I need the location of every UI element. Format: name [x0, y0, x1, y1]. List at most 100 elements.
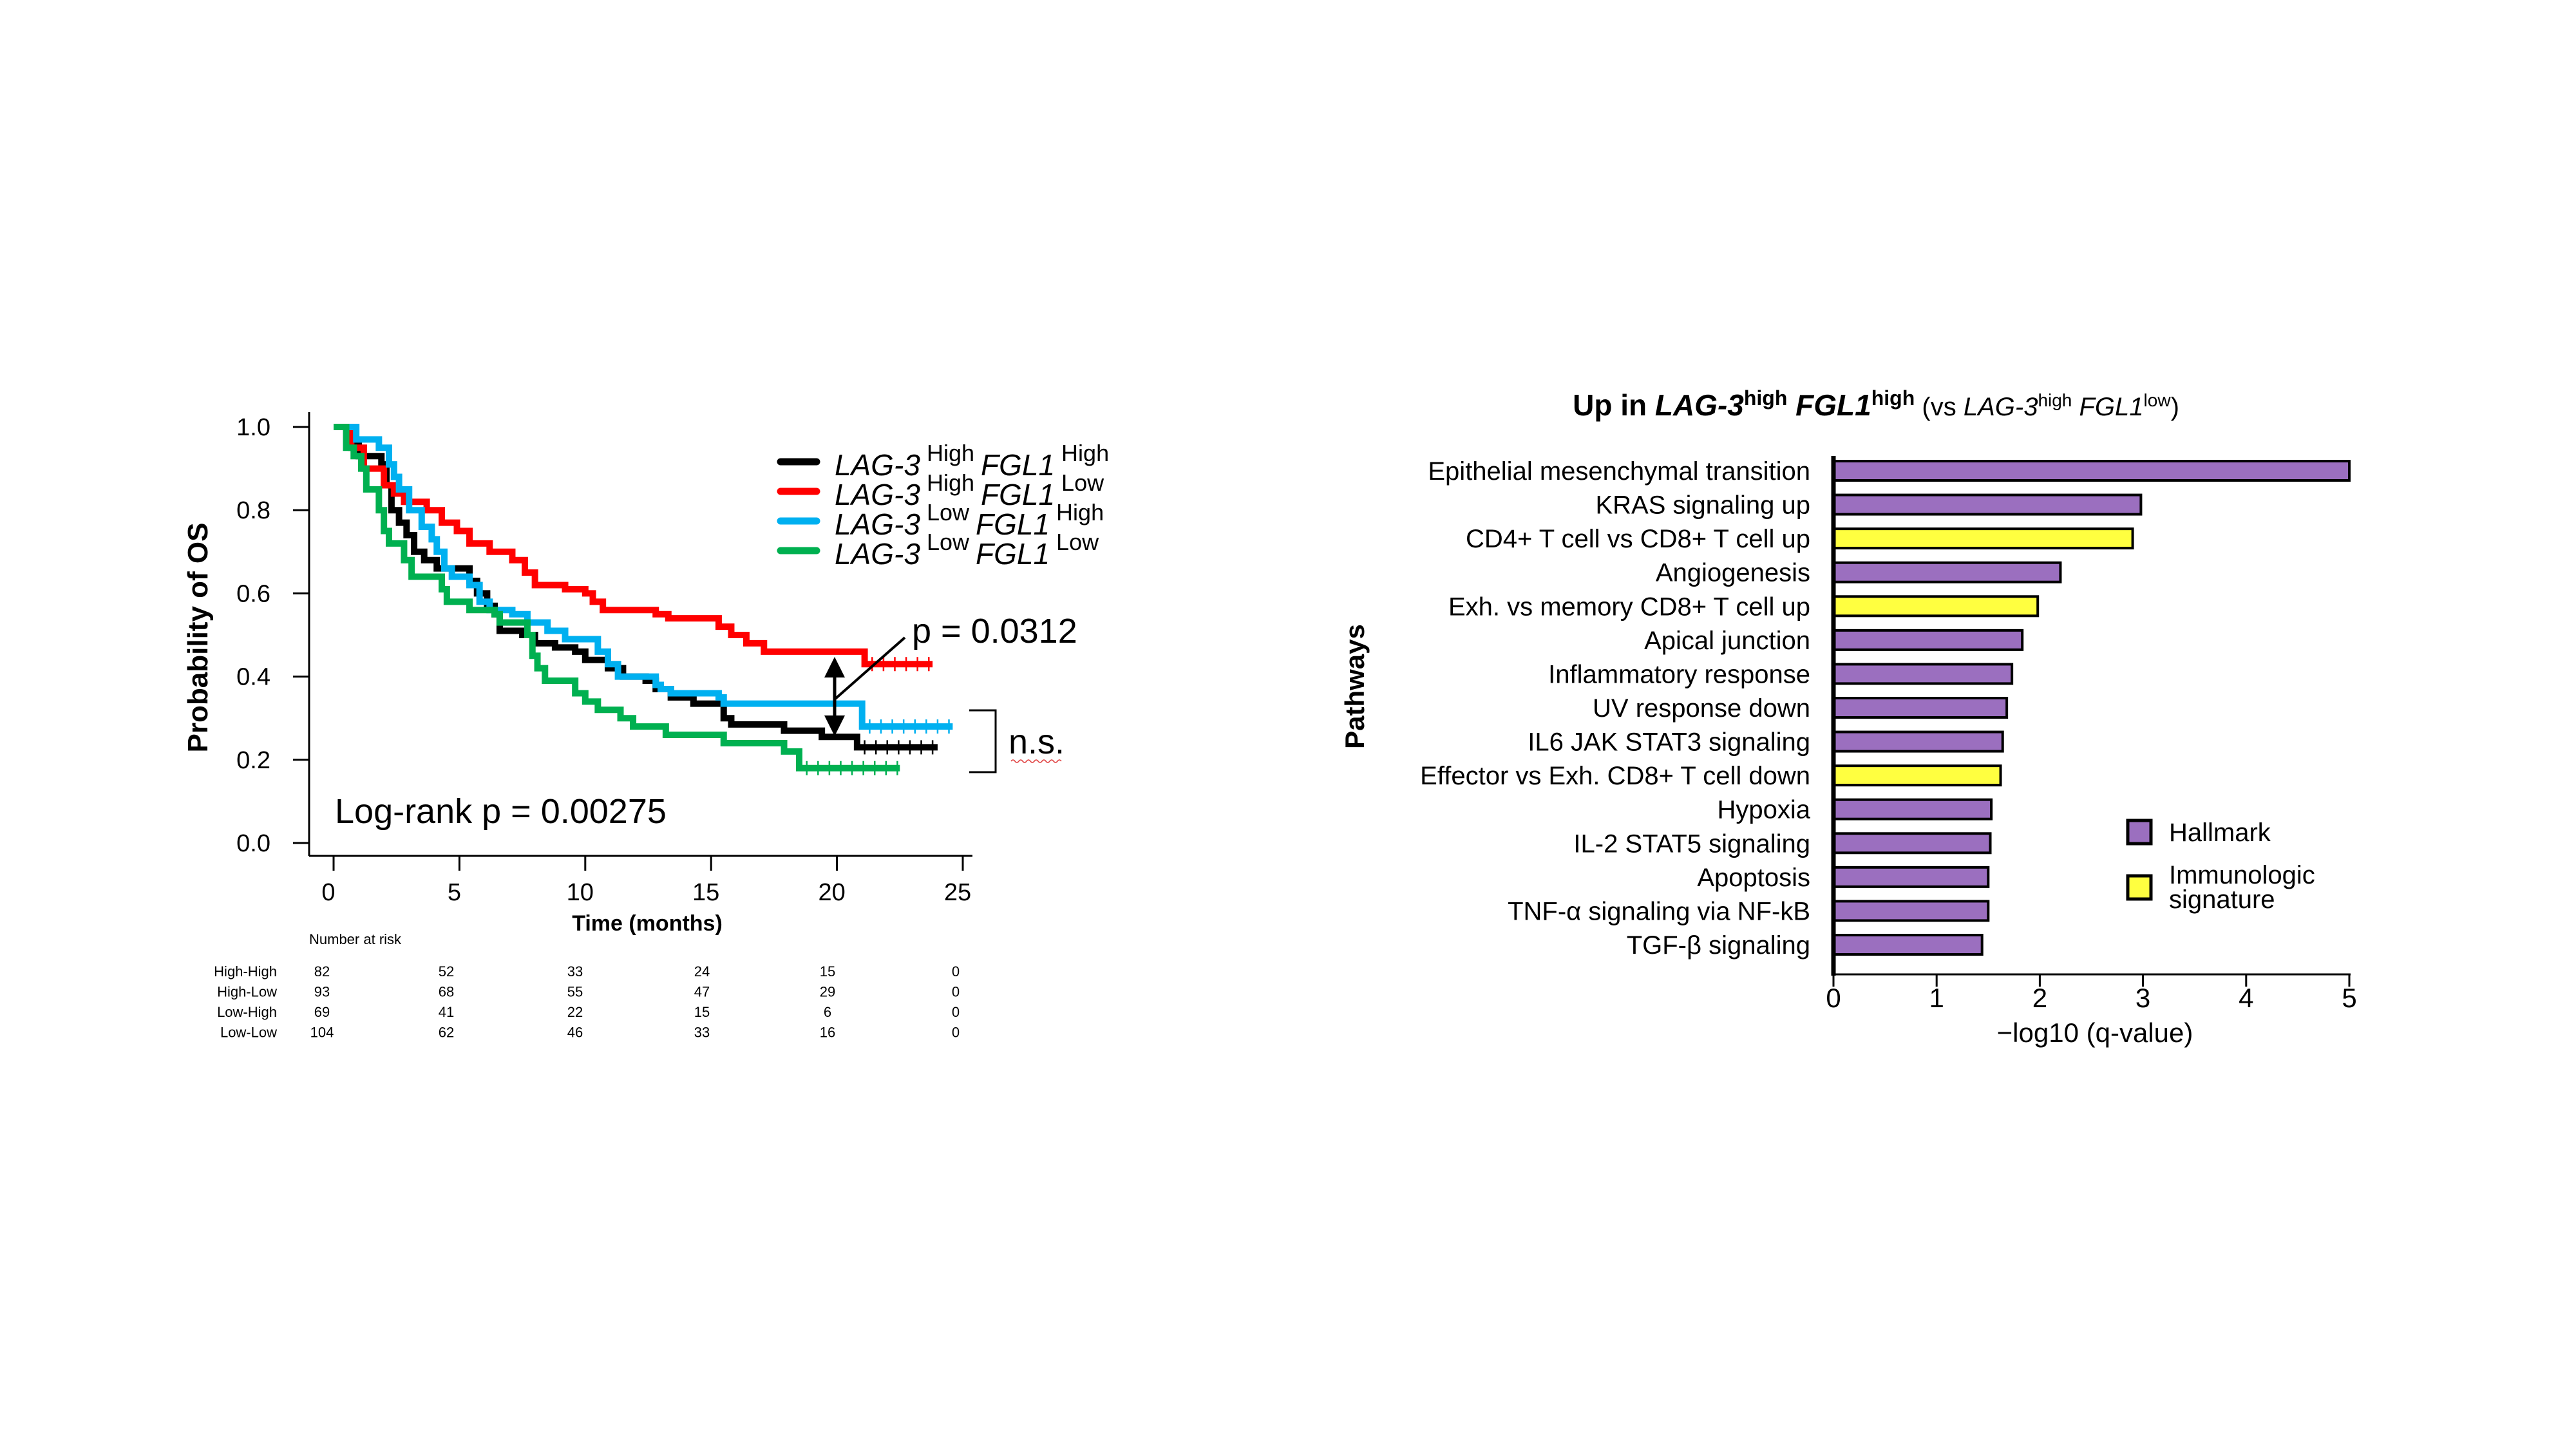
risk-table: Number at risk High-High 82 52 33 24 15 0High-…	[214, 931, 960, 1041]
km-x-tick-label: 0	[321, 879, 335, 906]
bar-chart: Up in LAG-3high FGL1high (vs LAG-3high F…	[1340, 386, 2357, 1048]
risk-value: 24	[694, 963, 710, 980]
risk-value: 55	[567, 984, 583, 1000]
risk-value: 69	[314, 1004, 330, 1020]
risk-row-label: Low-High	[217, 1004, 277, 1020]
risk-value: 22	[567, 1004, 583, 1020]
risk-value: 68	[439, 984, 454, 1000]
bar-x-axis-label: −log10 (q-value)	[1997, 1018, 2193, 1048]
risk-value: 29	[820, 984, 835, 1000]
km-x-ticks: 0 5 10 15 20 25	[321, 856, 971, 906]
title-prefix: Up in	[1573, 388, 1655, 422]
risk-table-row: High-Low 93 68 55 47 29 0	[217, 984, 960, 1000]
km-y-axis-label: Probability of OS	[182, 523, 214, 753]
km-chart: 0.0 0.2 0.4 0.6 0.8 1.0 0 5 10 15 20 25 Probabilit…	[182, 412, 1109, 1041]
arrow-up-head	[824, 657, 845, 677]
bar	[1832, 595, 2040, 618]
bar	[1832, 900, 1990, 922]
km-curve-low-low	[334, 424, 900, 772]
bar	[1832, 730, 2004, 753]
km-x-tick-label: 20	[818, 879, 845, 906]
km-y-ticks: 0.0 0.2 0.4 0.6 0.8 1.0	[236, 414, 309, 857]
bar	[1832, 934, 1984, 956]
km-y-tick-label: 0.6	[236, 580, 270, 607]
bar-category-label: KRAS signaling up	[1595, 491, 1810, 520]
risk-value: 0	[952, 984, 960, 1000]
km-legend-item: LAG-3 Low FGL1 High	[777, 499, 1104, 541]
risk-value: 82	[314, 963, 330, 980]
bar	[1832, 663, 2014, 685]
risk-value: 0	[952, 963, 960, 980]
km-legend-item: LAG-3 High FGL1 Low	[777, 469, 1104, 511]
km-curve-low-high	[334, 424, 953, 730]
risk-table-title: Number at risk	[309, 931, 402, 947]
risk-value: 15	[694, 1004, 710, 1020]
risk-value: 47	[694, 984, 710, 1000]
bar-x-tick-label: 2	[2032, 983, 2047, 1013]
bar-category-label: Exh. vs memory CD8+ T cell up	[1448, 592, 1810, 621]
risk-value: 0	[952, 1004, 960, 1020]
arrow-down-head	[824, 715, 845, 736]
risk-value: 16	[820, 1025, 835, 1041]
pairwise-arrow	[824, 636, 906, 736]
risk-value: 33	[694, 1025, 710, 1041]
title-sup3: high	[2038, 390, 2072, 410]
bar-chart-title: Up in LAG-3high FGL1high (vs LAG-3high F…	[1573, 386, 2179, 422]
km-y-tick-label: 1.0	[236, 414, 270, 441]
bar-category-label: Apical junction	[1644, 627, 1810, 655]
bar-x-tick-label: 4	[2239, 983, 2253, 1013]
km-y-tick-label: 0.4	[236, 664, 270, 691]
km-x-tick-label: 5	[448, 879, 461, 906]
bar-category-labels: Epithelial mesenchymal transition KRAS si…	[1420, 457, 1811, 960]
legend-label: signature	[2169, 886, 2275, 914]
spellcheck-underline	[1010, 759, 1062, 763]
risk-value: 41	[439, 1004, 454, 1020]
legend-label: LAG-3 High FGL1 High	[835, 440, 1109, 482]
km-curve-high-high	[334, 424, 938, 751]
risk-table-row: High-High 82 52 33 24 15 0	[214, 963, 960, 980]
bar-category-label: Inflammatory response	[1548, 660, 1810, 688]
bar-x-ticks: 0 1 2 3 4 5	[1826, 974, 2357, 1013]
km-y-tick-label: 0.0	[236, 830, 270, 857]
legend-label: LAG-3 Low FGL1 High	[835, 499, 1104, 541]
risk-value: 15	[820, 963, 835, 980]
risk-row-label: Low-Low	[220, 1025, 277, 1041]
risk-table-row: Low-High 69 41 22 15 6 0	[217, 1004, 960, 1020]
bar-category-label: Effector vs Exh. CD8+ T cell down	[1420, 762, 1810, 790]
risk-value: 46	[567, 1025, 583, 1041]
km-y-tick-label: 0.2	[236, 747, 270, 774]
title-sup1: high	[1744, 386, 1788, 410]
bar-category-label: TNF-α signaling via NF-kB	[1508, 897, 1810, 925]
legend-swatch	[2126, 874, 2153, 901]
bar	[1832, 866, 1990, 888]
logrank-p-value: Log-rank p = 0.00275	[335, 792, 667, 831]
title-sup2: high	[1871, 386, 1915, 410]
bar-category-label: IL-2 STAT5 signaling	[1573, 829, 1810, 858]
bar-y-axis-label: Pathways	[1340, 624, 1370, 749]
title-gene3: LAG-3	[1964, 393, 2038, 421]
bar-x-tick-label: 0	[1826, 983, 1841, 1013]
bar-x-tick-label: 5	[2342, 983, 2356, 1013]
km-curve-high-low	[334, 424, 933, 668]
title-vs-open: (vs	[1922, 393, 1963, 421]
bar	[1832, 629, 2024, 651]
bar	[1832, 832, 1992, 855]
risk-value: 52	[439, 963, 454, 980]
km-x-axis-label: Time (months)	[572, 911, 723, 936]
title-gene1: LAG-3	[1655, 388, 1744, 422]
km-x-tick-label: 15	[692, 879, 719, 906]
bar-category-label: IL6 JAK STAT3 signaling	[1528, 728, 1810, 757]
bar-category-label: Epithelial mesenchymal transition	[1428, 457, 1810, 486]
bar	[1832, 697, 2009, 719]
bar-x-tick-label: 1	[1929, 983, 1944, 1013]
ns-bracket	[969, 709, 997, 773]
bar	[1832, 493, 2143, 516]
bar	[1832, 561, 2062, 583]
bar	[1832, 764, 2002, 787]
title-gene2: FGL1	[1795, 388, 1871, 422]
ns-label: n.s.	[1009, 723, 1065, 761]
km-legend-item: LAG-3 Low FGL1 Low	[777, 529, 1099, 571]
